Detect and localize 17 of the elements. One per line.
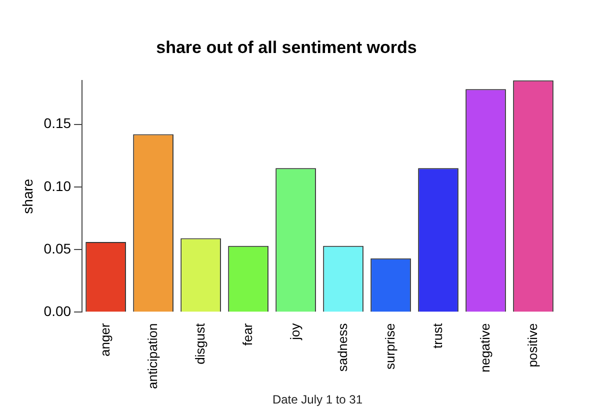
x-tick-label: anticipation bbox=[144, 323, 160, 390]
x-tick-label: positive bbox=[524, 323, 540, 368]
x-tick-label: disgust bbox=[192, 322, 208, 364]
chart-title: share out of all sentiment words bbox=[156, 38, 417, 57]
y-tick-label: 0.15 bbox=[44, 115, 72, 132]
y-axis-title: share bbox=[19, 178, 36, 214]
x-tick-label: negative bbox=[477, 323, 492, 372]
x-tick-label: joy bbox=[287, 322, 302, 341]
x-tick-label: trust bbox=[430, 322, 445, 349]
x-tick-label: anger bbox=[97, 322, 112, 356]
y-tick-label: 0.00 bbox=[44, 303, 72, 320]
x-tick-label: surprise bbox=[382, 323, 398, 370]
x-tick-label: sadness bbox=[334, 322, 350, 372]
y-tick-label: 0.05 bbox=[44, 240, 72, 256]
text: Date July 1 to 31 bbox=[272, 392, 363, 406]
y-tick-label: 0.10 bbox=[44, 178, 72, 194]
x-tick-label: fear bbox=[240, 322, 255, 346]
